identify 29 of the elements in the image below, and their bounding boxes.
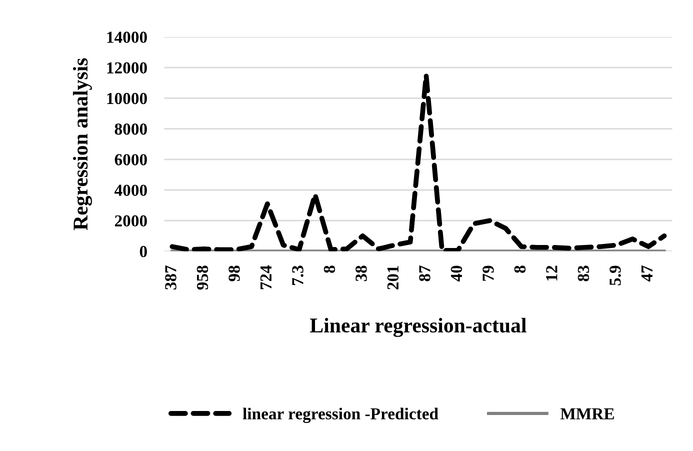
x-tick-label: 38	[356, 266, 367, 282]
line-series	[170, 72, 667, 252]
legend-label: linear regression -Predicted	[242, 408, 438, 423]
x-tick-label: 387	[165, 266, 176, 290]
y-tick-label: 2000	[114, 215, 147, 227]
x-tick-label: 12	[546, 266, 558, 280]
x-axis-title: Linear regression-actual	[310, 318, 526, 337]
y-tick-label: 14000	[107, 32, 147, 43]
x-tick-label: 87	[419, 266, 430, 282]
x-tick-label: 83	[578, 266, 590, 282]
y-tick-label: 4000	[114, 184, 147, 196]
y-tick-label: 6000	[114, 154, 147, 166]
x-tick-label: 201	[387, 266, 399, 290]
x-tick-label: 958	[196, 266, 208, 290]
y-tick-label: 12000	[107, 62, 147, 74]
x-tick-label: 8	[514, 266, 526, 273]
x-tick-label: 40	[450, 266, 462, 282]
y-tick-label: 10000	[107, 92, 147, 104]
x-tick-label: 98	[228, 266, 240, 282]
x-tick-label: 7.3	[292, 266, 304, 285]
y-tick-label: 0	[140, 246, 147, 258]
x-tick-label: 47	[641, 266, 652, 282]
x-tick-label: 79	[482, 266, 494, 281]
legend-label: MMRE	[560, 408, 614, 420]
x-tick-label: 5.9	[610, 266, 621, 286]
x-tick-label: 8	[324, 266, 336, 273]
y-tick-label: 8000	[114, 123, 147, 135]
x-tick-label: 724	[260, 265, 272, 290]
y-axis-title: Regression analysis	[72, 58, 92, 230]
